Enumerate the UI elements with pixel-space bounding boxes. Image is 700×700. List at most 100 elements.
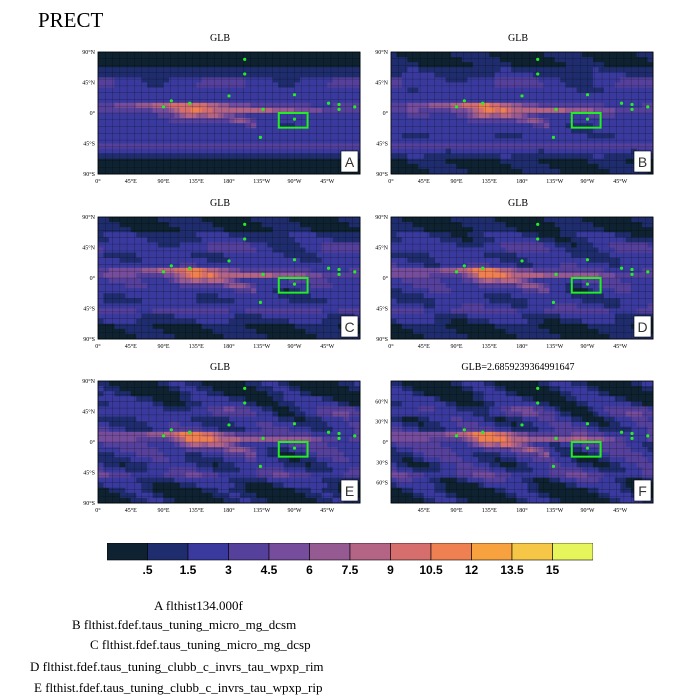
station-cluster <box>570 441 602 458</box>
lat-tick-label: 45°N <box>82 245 95 252</box>
lon-tick-label: 90°W <box>580 507 594 514</box>
station-marker <box>551 300 556 304</box>
map-panel-a: GLB 90°N 45°N 0° 45°S 90°S 0° 45°E 90°E 135°E 180… <box>75 33 365 193</box>
lon-tick-label: 0° <box>388 178 394 185</box>
precip-field <box>98 52 361 175</box>
lat-tick-label: 60°S <box>376 480 388 487</box>
panel-label: B <box>638 154 647 170</box>
station-marker <box>258 135 263 139</box>
station-marker <box>188 101 192 105</box>
station-marker <box>630 102 634 107</box>
station-marker <box>585 446 590 450</box>
lon-tick-label: 90°E <box>450 507 462 514</box>
station-marker <box>585 93 590 97</box>
station-marker <box>646 434 650 438</box>
legend-entry-d: D flthist.fdef.taus_tuning_clubb_c_invrs… <box>30 659 324 674</box>
map-panel-f: GLB=2.6859239364991647 60°N 30°N 0° 30°S 60°… <box>368 362 668 522</box>
station-marker <box>646 270 650 274</box>
lon-tick-label: 135°W <box>546 507 563 514</box>
lat-tick-label: 45°S <box>83 470 95 477</box>
station-marker <box>536 386 540 390</box>
lon-tick-label: 180° <box>516 178 528 185</box>
colorbar-segment <box>552 543 593 561</box>
lon-tick-label: 45°W <box>320 343 334 350</box>
lon-tick-label: 135°E <box>482 178 497 185</box>
colorbar <box>107 543 593 561</box>
lon-tick-label: 135°W <box>253 507 270 514</box>
lon-tick-label: 45°E <box>418 178 430 185</box>
station-marker <box>169 428 173 432</box>
map-svg: 90°N45°N0°45°S90°S0° 45°E 90°E 135°E 180° 135… <box>375 49 654 185</box>
lon-tick-label: 135°E <box>482 507 497 514</box>
lat-tick-label: 0° <box>90 439 96 446</box>
station-marker <box>630 107 634 111</box>
colorbar-tick-label: 4.5 <box>260 563 278 577</box>
station-marker <box>554 272 558 276</box>
panel-label: A <box>345 154 355 170</box>
station-marker <box>481 101 485 105</box>
panel-label: F <box>638 483 647 499</box>
station-marker <box>353 270 357 274</box>
lon-tick-label: 90°E <box>157 343 169 350</box>
station-marker <box>630 272 634 276</box>
station-marker <box>337 431 341 436</box>
station-marker <box>243 237 247 241</box>
panel-label: E <box>345 483 354 499</box>
colorbar-segment <box>430 543 472 561</box>
lat-tick-label: 90°N <box>82 378 95 385</box>
panel-label-box <box>633 479 652 502</box>
map-svg: 60°N 30°N 0° 30°S 60°S 45°E 90°E 135°E 180° 135°W… <box>375 380 654 514</box>
legend-entry-c: C flthist.fdef.taus_tuning_micro_mg_dcsp <box>90 637 311 652</box>
station-marker <box>536 222 540 226</box>
lon-tick-label: 135°E <box>189 507 204 514</box>
station-marker <box>462 264 466 268</box>
panel-label: C <box>344 319 354 335</box>
station-marker <box>261 272 265 276</box>
station-marker <box>520 423 524 427</box>
lon-tick-label: 45°W <box>320 178 334 185</box>
lat-tick-label: 60°N <box>375 398 388 405</box>
station-marker <box>520 94 524 98</box>
lat-tick-label: 45°N <box>82 80 95 87</box>
station-marker <box>536 72 540 76</box>
station-marker <box>292 446 297 450</box>
lat-tick-label: 30°N <box>375 419 388 426</box>
lat-tick-label: 90°S <box>83 336 95 343</box>
precip-field <box>98 381 361 504</box>
panel-label-box <box>340 315 359 338</box>
station-marker <box>554 436 558 440</box>
lat-tick-label: 45°S <box>376 306 388 313</box>
lon-tick-label: 45°W <box>320 507 334 514</box>
lat-tick-label: 90°N <box>82 49 95 56</box>
station-marker <box>630 431 634 436</box>
station-marker <box>292 258 297 262</box>
colorbar-tick-label: 10.5 <box>419 563 443 577</box>
lat-tick-label: 0° <box>383 439 389 446</box>
colorbar-segment <box>187 543 229 561</box>
lon-tick-label: 45°E <box>125 343 137 350</box>
station-marker <box>188 266 192 270</box>
panel-title: GLB <box>210 33 230 44</box>
lat-tick-label: 45°N <box>375 80 388 87</box>
lon-tick-label: 180° <box>223 178 235 185</box>
lon-tick-label: 90°W <box>580 178 594 185</box>
lon-tick-label: 90°W <box>287 343 301 350</box>
station-marker <box>292 93 297 97</box>
station-marker <box>161 434 166 438</box>
station-marker <box>454 434 459 438</box>
station-marker <box>337 436 341 440</box>
colorbar-segment <box>107 543 148 561</box>
station-marker <box>169 264 173 268</box>
station-marker <box>243 386 247 390</box>
station-marker <box>243 222 247 226</box>
lon-tick-label: 45°W <box>613 178 627 185</box>
station-marker <box>261 107 265 111</box>
lat-tick-label: 90°S <box>83 500 95 507</box>
panel-title: GLB <box>508 33 528 44</box>
station-cluster <box>277 112 309 129</box>
station-marker <box>337 267 341 272</box>
station-marker <box>243 57 247 61</box>
panel-label-box <box>633 150 652 173</box>
map-svg: 90°N45°N0°45°S90°S0° 45°E 90°E 135°E 180° 135… <box>82 49 361 185</box>
precip-field <box>98 217 361 340</box>
